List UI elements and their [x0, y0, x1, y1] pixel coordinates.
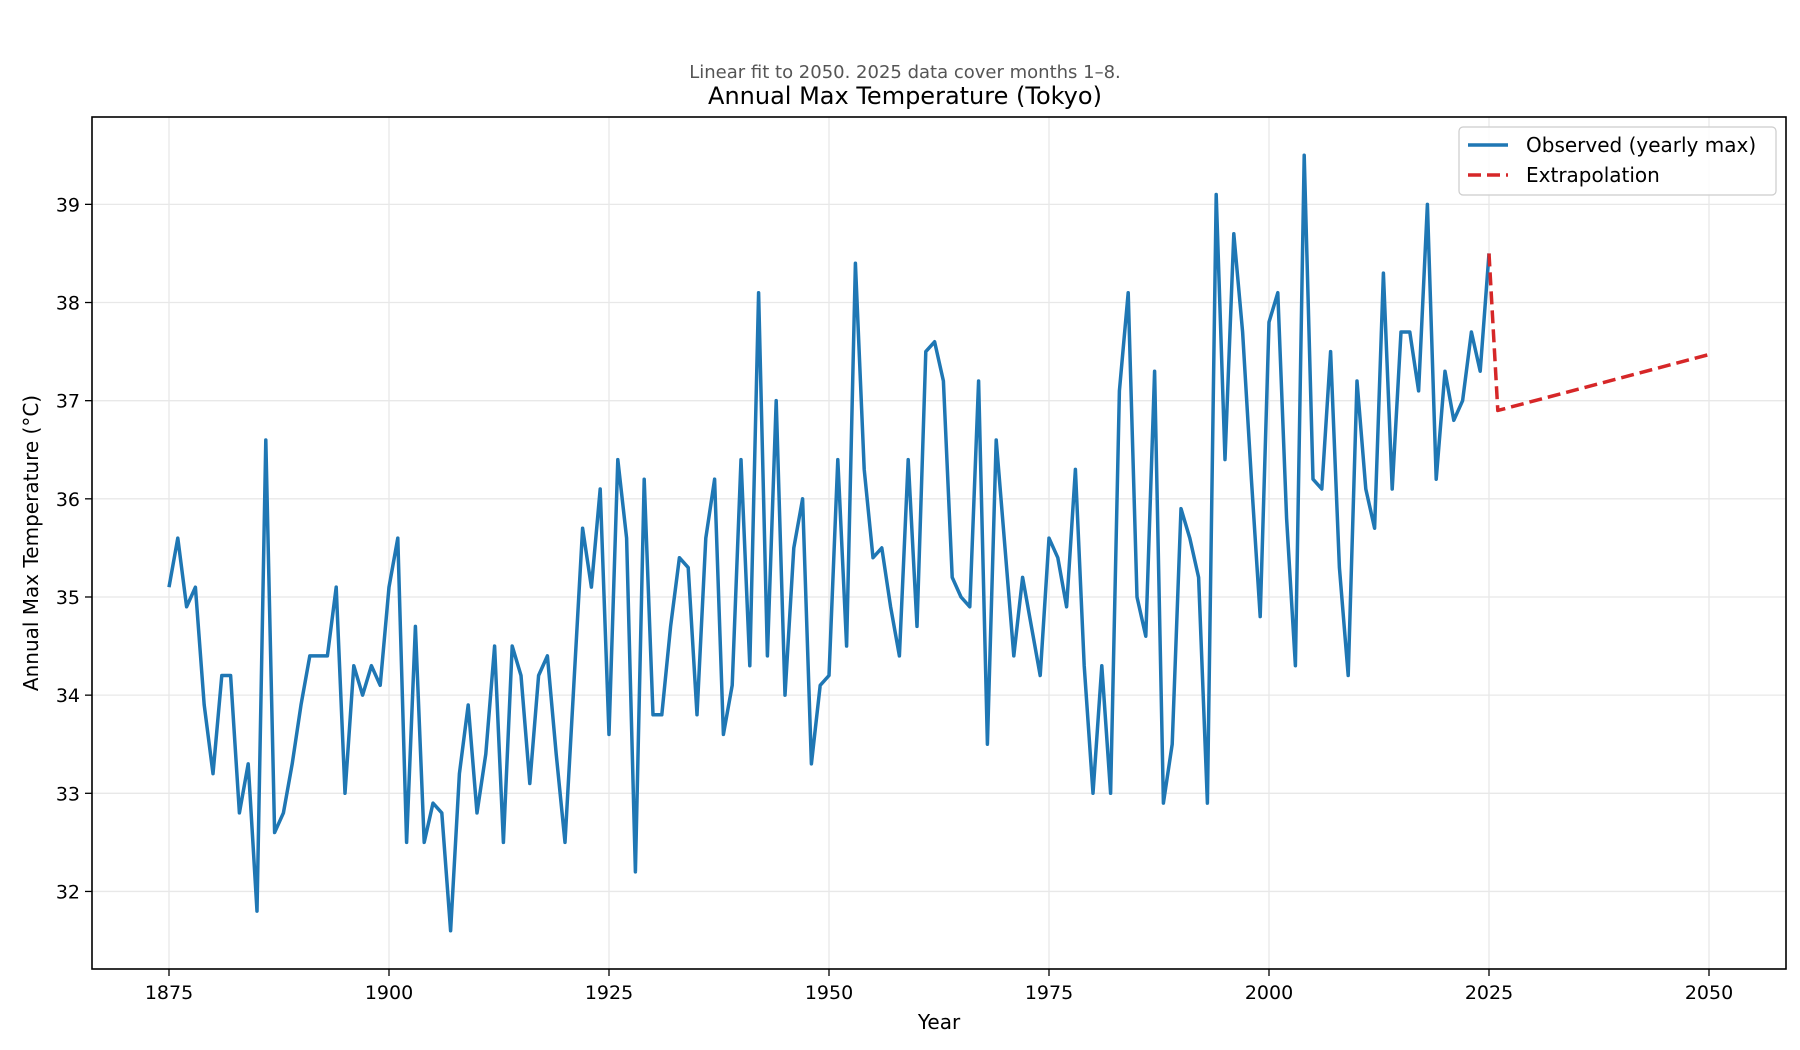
y-tick-label: 34 [56, 685, 80, 707]
y-tick-label: 35 [56, 587, 80, 609]
chart-title: Annual Max Temperature (Tokyo) [708, 82, 1102, 110]
legend-label-observed: Observed (yearly max) [1526, 133, 1756, 157]
plot-series [167, 153, 1710, 933]
y-tick-label: 33 [56, 783, 80, 805]
y-tick-label: 36 [56, 489, 80, 511]
chart-subtitle: Linear fit to 2050. 2025 data cover mont… [689, 62, 1121, 83]
x-tick-label: 1925 [585, 982, 633, 1004]
legend-box [1458, 126, 1777, 196]
x-tick-label: 1875 [145, 982, 193, 1004]
series-line-observed [167, 153, 1491, 933]
y-tick-label: 32 [56, 881, 80, 903]
x-tick-label: 1900 [365, 982, 413, 1004]
x-tick-label: 2025 [1465, 982, 1513, 1004]
axis-ticks: 1875 1900 1925 1950 1975 2000 2025 2050 32 33 34 35… [56, 194, 1733, 1004]
grid [92, 117, 1786, 969]
series-line-extrapolation [1487, 253, 1710, 413]
legend: Observed (yearly max) Extrapolation [1458, 126, 1777, 196]
y-tick-label: 37 [56, 391, 80, 413]
x-tick-label: 2000 [1245, 982, 1293, 1004]
plot-frame [91, 116, 1787, 970]
legend-label-extrapolation: Extrapolation [1526, 163, 1660, 187]
y-tick-label: 39 [56, 194, 80, 216]
x-axis-label: Year [917, 1010, 961, 1034]
y-tick-label: 38 [56, 293, 80, 315]
x-tick-label: 1950 [805, 982, 853, 1004]
y-axis-label: Annual Max Temperature (°C) [19, 395, 43, 691]
x-tick-label: 2050 [1685, 982, 1733, 1004]
x-tick-label: 1975 [1025, 982, 1073, 1004]
